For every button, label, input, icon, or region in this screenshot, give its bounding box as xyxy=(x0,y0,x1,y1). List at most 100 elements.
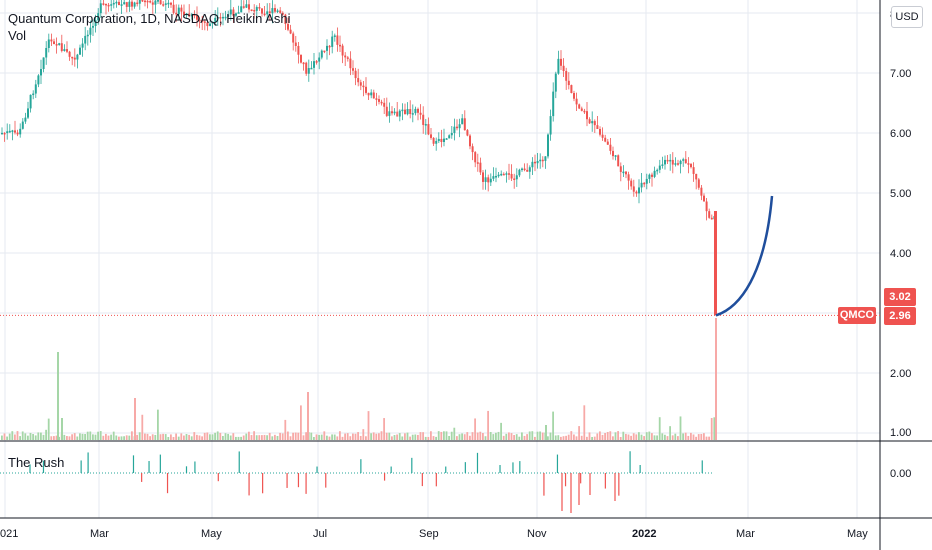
volume-bar xyxy=(99,431,102,440)
candle-body xyxy=(86,34,89,37)
candle-body xyxy=(279,10,282,13)
volume-bar xyxy=(502,435,505,440)
candle-body xyxy=(526,169,529,172)
volume-bar xyxy=(97,431,99,440)
volume-bar xyxy=(424,436,427,440)
volume-bar xyxy=(700,433,703,440)
volume-bar xyxy=(367,411,370,440)
volume-bar xyxy=(131,431,133,440)
volume-bar xyxy=(601,434,604,440)
volume-bar xyxy=(245,433,248,440)
volume-bar xyxy=(401,436,404,440)
volume-bar xyxy=(588,432,591,440)
candle-body xyxy=(570,85,573,94)
volume-bar xyxy=(159,434,162,440)
volume-bar xyxy=(24,433,27,440)
volume-bar xyxy=(515,434,518,440)
volume-bar xyxy=(557,435,560,440)
candle-body xyxy=(666,159,669,162)
candle-body xyxy=(531,161,534,168)
volume-bar xyxy=(16,431,19,440)
volume-bar xyxy=(612,436,614,440)
candle-body xyxy=(422,114,425,125)
volume-bar xyxy=(3,433,6,440)
candle-body xyxy=(261,8,263,14)
candle-body xyxy=(695,173,698,180)
candle-body xyxy=(222,16,224,19)
candle-body xyxy=(489,178,492,183)
candle-body xyxy=(528,167,531,172)
volume-bar xyxy=(658,417,661,440)
legend-volume: Vol xyxy=(8,28,27,43)
candle-body xyxy=(235,13,237,16)
candle-body xyxy=(50,39,53,42)
y-tick-label: 6.00 xyxy=(890,128,911,140)
candle-body xyxy=(63,49,66,52)
volume-bar xyxy=(622,431,625,440)
volume-bar xyxy=(146,433,149,440)
candle-body xyxy=(146,0,149,3)
candle-body xyxy=(203,21,206,23)
candle-body xyxy=(89,27,92,35)
volume-bar xyxy=(578,426,580,440)
x-tick-label: 2022 xyxy=(632,528,656,540)
volume-bar xyxy=(216,431,219,440)
volume-bar xyxy=(211,434,214,440)
currency-button[interactable]: USD xyxy=(891,6,923,28)
volume-bar xyxy=(448,435,450,440)
candle-body xyxy=(541,159,544,162)
candle-body xyxy=(313,61,315,68)
volume-bar xyxy=(32,434,34,440)
volume-bar xyxy=(492,434,495,440)
candle-body xyxy=(687,163,690,165)
candle-body xyxy=(385,106,388,116)
candle-body xyxy=(424,124,427,126)
volume-bar xyxy=(370,433,372,440)
candle-body xyxy=(463,118,466,131)
candle-body xyxy=(154,0,157,5)
volume-bar xyxy=(404,433,406,440)
candle-body xyxy=(627,174,630,181)
volume-bar xyxy=(708,436,710,440)
volume-bar xyxy=(349,436,352,440)
volume-bar xyxy=(323,431,326,440)
volume-bar xyxy=(21,431,24,440)
volume-bar xyxy=(474,418,476,440)
candle-body xyxy=(349,58,352,69)
candle-body xyxy=(37,75,40,85)
candle-body xyxy=(669,159,672,162)
candle-body xyxy=(209,23,211,27)
y-tick-label: 1.00 xyxy=(890,427,911,439)
candle-body xyxy=(310,67,313,70)
volume-bar xyxy=(107,435,110,440)
candle-body xyxy=(622,171,625,174)
volume-bar xyxy=(53,436,55,440)
volume-bar xyxy=(331,434,333,440)
candle-body xyxy=(229,9,232,15)
x-tick-label: Mar xyxy=(90,528,109,540)
volume-bar xyxy=(417,434,419,440)
candle-body xyxy=(266,11,269,15)
candle-body xyxy=(697,179,700,188)
candle-body xyxy=(674,163,677,165)
volume-bar xyxy=(11,431,14,440)
volume-bar xyxy=(86,431,89,440)
candle-body xyxy=(185,13,188,16)
volume-bar xyxy=(154,434,157,440)
volume-bar xyxy=(570,431,573,440)
x-tick-label: May xyxy=(201,528,222,540)
candle-body xyxy=(690,164,692,168)
candle-body xyxy=(645,178,648,184)
candle-body xyxy=(580,108,583,111)
candle-body xyxy=(271,8,274,14)
candle-body xyxy=(287,23,289,30)
candle-body xyxy=(554,73,557,92)
volume-bar xyxy=(575,436,578,440)
candle-body xyxy=(679,160,682,165)
volume-bar xyxy=(690,432,692,440)
volume-bar xyxy=(619,436,622,440)
volume-bar xyxy=(92,434,94,440)
volume-bar xyxy=(695,436,697,440)
volume-bar xyxy=(567,434,570,440)
